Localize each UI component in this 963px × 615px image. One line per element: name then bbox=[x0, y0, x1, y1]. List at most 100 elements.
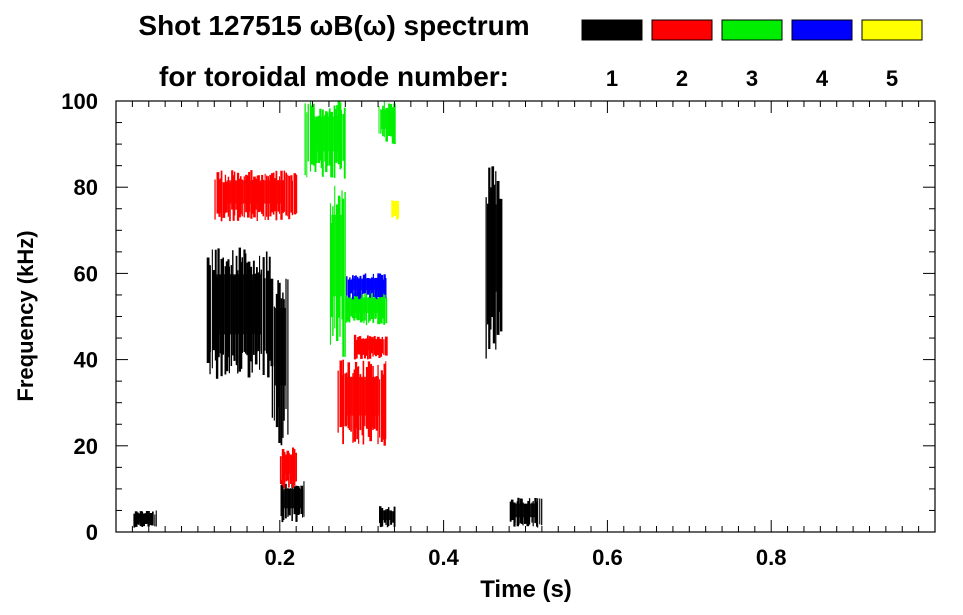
spectrum-streak bbox=[355, 339, 358, 359]
spectrum-streak bbox=[290, 175, 293, 213]
spectrum-streak bbox=[288, 175, 291, 220]
spectrum-streak bbox=[380, 295, 383, 324]
spectrum-streak bbox=[222, 182, 226, 218]
spectrum-streak bbox=[306, 112, 308, 178]
spectrum-streak bbox=[357, 337, 360, 355]
mode-2-region bbox=[337, 359, 387, 446]
spectrum-streak bbox=[497, 198, 501, 312]
spectrum-streak bbox=[304, 103, 306, 176]
chart-title-line2: for toroidal mode number: bbox=[159, 61, 509, 92]
spectrum-streak bbox=[309, 101, 311, 172]
spectrum-streak bbox=[295, 452, 297, 482]
spectrum-core bbox=[331, 214, 343, 297]
spectrum-streak bbox=[378, 106, 380, 134]
y-tick-label: 100 bbox=[61, 89, 98, 114]
spectrum-streak bbox=[209, 280, 211, 375]
spectrum-streak bbox=[397, 201, 399, 218]
legend-label-mode-1: 1 bbox=[606, 66, 618, 91]
spectrum-streak bbox=[382, 374, 384, 440]
spectrum-streak bbox=[329, 203, 331, 345]
spectrum-streak bbox=[342, 113, 345, 161]
spectrum-heat-layer bbox=[133, 101, 543, 528]
spectrum-streak bbox=[307, 103, 309, 162]
spectrum-streak bbox=[385, 361, 387, 440]
spectrum-streak bbox=[264, 278, 266, 351]
spectrum-streak bbox=[295, 174, 298, 214]
x-tick-labels: 0.2 0.4 0.6 0.8 bbox=[265, 545, 787, 570]
spectrum-streak bbox=[381, 336, 383, 354]
spectrum-core bbox=[282, 454, 294, 474]
spectrum-streak bbox=[220, 170, 223, 222]
spectrum-core bbox=[514, 503, 537, 518]
legend-label-mode-5: 5 bbox=[886, 66, 898, 91]
y-tick-label: 20 bbox=[74, 434, 98, 459]
spectrum-streak bbox=[224, 174, 227, 214]
spectrum-streak bbox=[392, 511, 395, 523]
spectrum-streak bbox=[383, 274, 386, 295]
y-tick-labels: 0 20 40 60 80 100 bbox=[61, 89, 98, 545]
legend-swatch-mode-5 bbox=[861, 19, 923, 41]
spectrum-core bbox=[358, 338, 382, 351]
mode-3-region bbox=[329, 185, 346, 357]
spectrum-streak bbox=[212, 270, 216, 351]
legend-swatch-mode-1 bbox=[581, 19, 643, 41]
legend-label-mode-4: 4 bbox=[816, 66, 829, 91]
spectrum-streak bbox=[383, 293, 386, 325]
spectrum-streak bbox=[391, 107, 395, 144]
spectrum-streak bbox=[281, 480, 284, 523]
spectrum-streak bbox=[214, 179, 216, 220]
spectrum-streak bbox=[345, 296, 348, 323]
spectrum-streak bbox=[218, 179, 221, 217]
spectrum-streak bbox=[302, 489, 304, 518]
spectrum-core bbox=[351, 297, 381, 313]
mode-1-region bbox=[485, 166, 503, 359]
spectrum-streak bbox=[350, 297, 352, 317]
x-tick-label: 0.2 bbox=[265, 545, 296, 570]
y-tick-label: 80 bbox=[74, 175, 98, 200]
spectrum-streak bbox=[268, 256, 271, 361]
spectrum-core bbox=[380, 510, 392, 521]
spectrum-streak bbox=[265, 251, 268, 354]
spectrum-core bbox=[226, 180, 284, 204]
mode-4-region bbox=[346, 273, 387, 300]
spectrum-streak bbox=[291, 180, 293, 216]
spectrum-streak bbox=[380, 370, 383, 442]
spectrum-streak bbox=[509, 501, 512, 522]
spectrum-streak bbox=[337, 370, 339, 433]
spectrum-streak bbox=[206, 257, 210, 363]
spectrum-streak bbox=[346, 276, 348, 296]
spectrum-streak bbox=[510, 499, 514, 521]
spectrum-core bbox=[391, 201, 398, 213]
spectrum-streak bbox=[383, 363, 386, 446]
spectrum-core bbox=[283, 488, 301, 509]
mode-legend: 1 2 3 4 5 bbox=[581, 19, 923, 91]
spectrum-streak bbox=[348, 297, 351, 323]
spectrum-streak bbox=[287, 279, 289, 435]
spectrum-streak bbox=[393, 103, 396, 145]
spectrum-streak bbox=[285, 278, 287, 409]
spectrum-streak bbox=[285, 172, 287, 216]
spectrum-streak bbox=[539, 498, 541, 525]
spectrum-streak bbox=[155, 510, 157, 527]
mode-2-region bbox=[214, 170, 298, 222]
spectrum-streak bbox=[154, 514, 156, 527]
mode-5-region bbox=[391, 200, 399, 220]
mode-1-region bbox=[133, 510, 157, 528]
spectrum-streak bbox=[541, 498, 543, 526]
spectrum-streak bbox=[347, 279, 351, 298]
mode-1-region bbox=[379, 506, 396, 528]
spectrum-core bbox=[351, 278, 381, 291]
spectrum-core bbox=[274, 307, 286, 386]
spectrum-streak bbox=[343, 107, 346, 179]
spectrum-streak bbox=[485, 197, 487, 359]
spectrum-streak bbox=[279, 456, 282, 485]
spectrum-streak bbox=[499, 198, 503, 332]
spectrum-streak bbox=[216, 172, 220, 214]
spectrum-streak bbox=[293, 448, 296, 486]
mode-1-region bbox=[280, 480, 305, 523]
mode-1-region bbox=[206, 247, 274, 379]
spectrum-streak bbox=[342, 359, 344, 445]
spectrum-streak bbox=[349, 277, 351, 298]
y-axis-title: Frequency (kHz) bbox=[13, 230, 38, 401]
